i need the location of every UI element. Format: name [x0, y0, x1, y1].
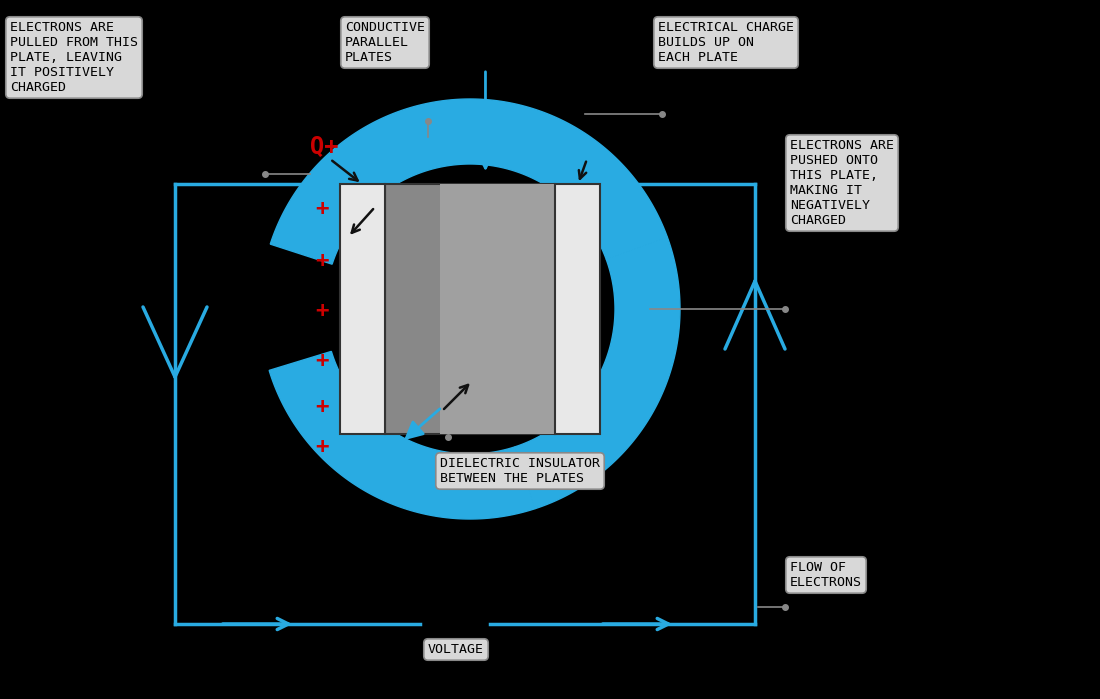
- Text: +: +: [316, 199, 329, 219]
- Text: DIELECTRIC INSULATOR
BETWEEN THE PLATES: DIELECTRIC INSULATOR BETWEEN THE PLATES: [440, 457, 600, 485]
- Bar: [340, 184, 385, 434]
- Text: Q−: Q−: [568, 135, 596, 159]
- Text: −: −: [615, 364, 629, 384]
- Text: ELECTRONS ARE
PULLED FROM THIS
PLATE, LEAVING
IT POSITIVELY
CHARGED: ELECTRONS ARE PULLED FROM THIS PLATE, LE…: [10, 21, 138, 94]
- Text: ELECTRONS ARE
PUSHED ONTO
THIS PLATE,
MAKING IT
NEGATIVELY
CHARGED: ELECTRONS ARE PUSHED ONTO THIS PLATE, MA…: [790, 139, 894, 227]
- Bar: [385, 184, 556, 434]
- Text: +: +: [316, 397, 329, 417]
- Polygon shape: [271, 99, 668, 264]
- Bar: [440, 184, 556, 434]
- Text: FLOW OF
ELECTRONS: FLOW OF ELECTRONS: [790, 561, 862, 589]
- Text: +: +: [316, 437, 329, 457]
- Text: VOLTAGE: VOLTAGE: [428, 643, 484, 656]
- Text: ELECTRICAL CHARGE
BUILDS UP ON
EACH PLATE: ELECTRICAL CHARGE BUILDS UP ON EACH PLAT…: [658, 21, 794, 64]
- Text: −: −: [615, 407, 629, 427]
- Text: Q+: Q+: [310, 135, 339, 159]
- Text: CONDUCTIVE
PARALLEL
PLATES: CONDUCTIVE PARALLEL PLATES: [345, 21, 425, 64]
- Text: +: +: [316, 301, 329, 321]
- Polygon shape: [270, 352, 535, 519]
- Text: −: −: [615, 264, 629, 284]
- Text: +: +: [316, 251, 329, 271]
- Text: +: +: [316, 351, 329, 371]
- Text: −: −: [615, 314, 629, 334]
- Text: −: −: [615, 214, 629, 234]
- Polygon shape: [515, 237, 680, 509]
- Bar: [556, 184, 600, 434]
